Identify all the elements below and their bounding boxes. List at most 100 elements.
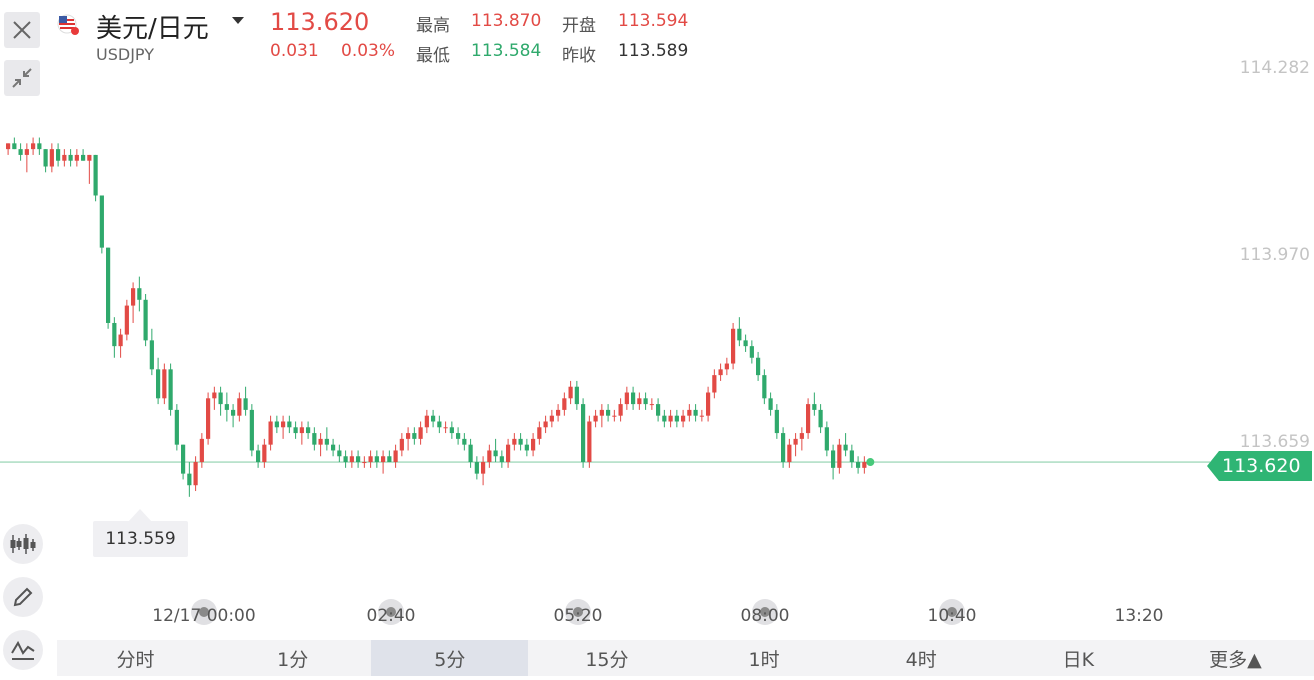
tab-4hour[interactable]: 4时 [905,648,937,671]
candle-body [668,415,673,422]
candle-body [424,415,429,428]
candle-body [356,456,361,463]
candle-body [24,149,29,155]
shrink-button[interactable] [4,60,40,96]
candle-body [837,444,842,468]
candle-body [99,195,104,248]
candle-body [699,415,704,417]
candle-body [412,433,417,439]
indicator-button[interactable] [3,630,43,670]
tab-15min[interactable]: 15分 [585,648,629,671]
candle-body [149,340,154,370]
price-change: 0.031 [270,41,319,61]
candle-body [381,456,386,463]
candle-body [681,415,686,422]
candle-body [49,149,54,167]
candle-body [856,462,861,468]
candle-body [737,328,742,341]
candle-body [593,415,598,422]
candle-body [556,409,561,416]
candle-body [324,438,329,445]
x-tick-label: 10:40 [927,606,977,626]
stat-label-low: 最低 [416,46,450,66]
candle-body [168,369,173,410]
shrink-icon [12,68,32,88]
stat-value-prev-close: 113.589 [618,41,689,61]
y-tick-label: 114.282 [1239,58,1310,78]
tab-1hour[interactable]: 1时 [748,648,780,671]
candle-body [287,421,292,428]
candle-body [818,409,823,428]
candle-body [756,357,761,376]
candle-body [112,322,117,347]
candle-body [549,415,554,422]
candle-body [637,398,642,405]
candle-body [199,438,204,463]
candle-body [224,404,229,410]
candle-body [262,444,267,463]
draw-tool-button[interactable] [3,577,43,617]
candle-body [231,409,236,416]
candle-body [362,462,367,464]
candle-body [299,427,304,434]
candle-body [574,386,579,405]
tab-more[interactable]: 更多▲ [1209,648,1262,671]
candle-body [162,369,167,399]
candle-body [656,404,661,416]
candlestick-chart[interactable] [0,0,1314,600]
candle-body [762,375,767,399]
candle-body [281,421,286,428]
tab-timeshare[interactable]: 分时 [116,648,155,671]
chart-type-button[interactable] [3,524,43,564]
candle-body [343,456,348,463]
candle-body [718,369,723,376]
candle-body [774,409,779,434]
tab-1min[interactable]: 1分 [277,648,309,671]
pair-title[interactable]: 美元/日元 [96,14,209,44]
candle-body [181,444,186,474]
candle-body [606,409,611,416]
caret-down-icon[interactable] [231,16,245,26]
candle-body [631,392,636,405]
candle-body [849,450,854,463]
stat-label-high: 最高 [416,16,450,36]
candle-body [806,404,811,434]
candle-body [799,433,804,439]
close-button[interactable] [4,12,40,48]
tab-5min[interactable]: 5分 [371,640,529,676]
candle-body [831,450,836,468]
candle-body [781,433,786,463]
candle-body [131,288,136,306]
candle-body [387,456,392,463]
close-icon [13,21,31,39]
candle-body [137,288,142,300]
candle-body [793,438,798,445]
candle-body [456,433,461,439]
last-price-dot [866,458,875,467]
candle-body [587,421,592,463]
pencil-icon [13,587,33,607]
tab-daily[interactable]: 日K [1062,648,1095,671]
candle-body [37,143,42,150]
candle-body [74,154,79,161]
candle-body [406,433,411,439]
interval-tabs: 分时 1分 5分 15分 1时 4时 日K 更多▲ [57,640,1314,676]
low-marker-pointer [128,509,152,522]
candle-body [68,154,73,161]
stat-value-low: 113.584 [471,41,542,61]
candle-body [568,386,573,399]
candle-body [481,462,486,474]
candle-body [462,438,467,445]
candle-body [474,462,479,474]
candle-body [331,444,336,451]
candle-body [174,409,179,445]
candle-body [193,462,198,486]
candle-body [56,149,61,161]
candle-chart-icon [10,534,36,554]
candle-body [649,404,654,406]
candle-body [493,450,498,457]
x-tick-handle [939,599,965,625]
candle-body [618,404,623,416]
candle-body [443,427,448,429]
candle-body [662,415,667,422]
